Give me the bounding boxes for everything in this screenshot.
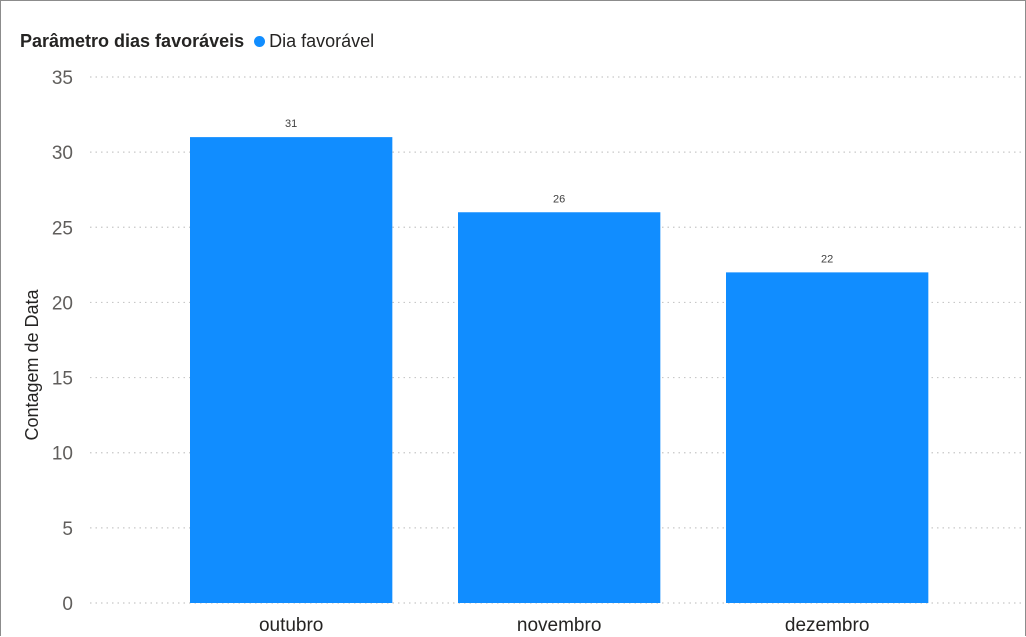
y-tick-label: 5 (62, 519, 73, 540)
y-tick-label: 25 (52, 218, 73, 239)
y-axis-ticks: 0 5 10 15 20 25 30 35 (52, 68, 73, 615)
y-tick-label: 30 (52, 143, 73, 164)
x-tick-label: novembro (517, 615, 602, 636)
legend-dot-icon (254, 36, 266, 47)
data-label: 31 (285, 118, 297, 130)
data-label: 26 (553, 193, 565, 205)
bar-novembro[interactable] (458, 212, 661, 603)
x-tick-label: dezembro (785, 615, 870, 636)
legend-title: Parâmetro dias favoráveis (20, 31, 245, 51)
legend-item-label[interactable]: Dia favorável (269, 31, 375, 51)
y-tick-label: 0 (62, 594, 73, 615)
y-tick-label: 10 (52, 444, 73, 465)
y-tick-label: 15 (52, 369, 73, 390)
bar-dezembro[interactable] (726, 272, 929, 603)
bar-outubro[interactable] (190, 137, 393, 603)
data-label: 22 (821, 253, 833, 265)
x-tick-label: outubro (259, 615, 323, 636)
legend: Parâmetro dias favoráveis Dia favorável (20, 31, 374, 52)
x-axis-labels: outubro novembro dezembro (259, 615, 869, 636)
y-tick-label: 20 (52, 293, 73, 314)
y-axis-title: Contagem de Data (22, 288, 42, 440)
y-tick-label: 35 (52, 68, 73, 89)
data-labels: 31 26 22 (285, 118, 833, 265)
bars[interactable] (190, 137, 929, 603)
